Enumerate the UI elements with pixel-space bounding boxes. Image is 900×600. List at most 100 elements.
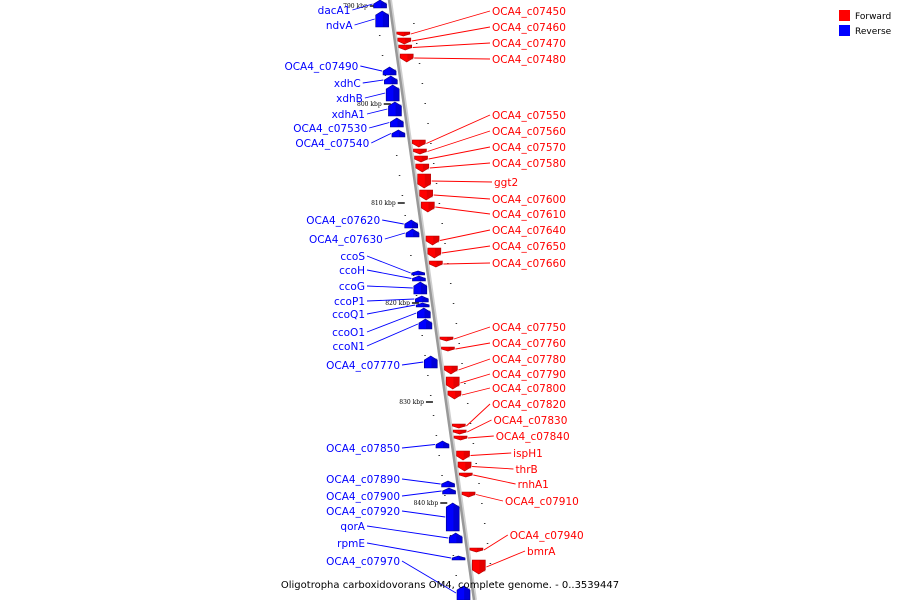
gene-arrow[interactable] <box>425 235 440 246</box>
gene-arrow[interactable] <box>397 37 412 45</box>
gene-arrow[interactable] <box>413 148 427 155</box>
gene-arrow[interactable] <box>452 429 467 435</box>
gene-label[interactable]: ccoQ1 <box>332 309 365 321</box>
gene-label[interactable]: qorA <box>340 521 365 533</box>
gene-arrow[interactable] <box>398 44 413 51</box>
gene-label[interactable]: xdhA1 <box>332 109 365 121</box>
gene-arrow[interactable] <box>442 487 456 495</box>
gene-label[interactable]: OCA4_c07820 <box>492 399 566 411</box>
gene-label[interactable]: OCA4_c07790 <box>492 369 566 381</box>
gene-label[interactable]: OCA4_c07630 <box>309 234 383 246</box>
gene-arrow[interactable] <box>411 270 425 276</box>
gene-label[interactable]: OCA4_c07890 <box>326 474 400 486</box>
gene-label[interactable]: OCA4_c07830 <box>494 415 568 427</box>
gene-arrow[interactable] <box>373 0 387 9</box>
gene-arrow[interactable] <box>388 101 402 117</box>
gene-arrow[interactable] <box>439 336 454 342</box>
gene-label[interactable]: xdhC <box>334 78 361 90</box>
gene-arrow[interactable] <box>404 219 419 229</box>
gene-label[interactable]: OCA4_c07540 <box>295 138 369 150</box>
gene-label[interactable]: OCA4_c07800 <box>492 383 566 395</box>
gene-arrow[interactable] <box>412 139 426 148</box>
gene-arrow[interactable] <box>415 295 429 303</box>
gene-label[interactable]: ispH1 <box>513 448 543 460</box>
gene-arrow[interactable] <box>447 390 462 400</box>
gene-label[interactable]: OCA4_c07900 <box>326 491 400 503</box>
gene-arrow[interactable] <box>448 532 463 544</box>
gene-arrow[interactable] <box>456 585 471 600</box>
gene-arrow[interactable] <box>429 260 443 268</box>
gene-label[interactable]: OCA4_c07750 <box>492 322 566 334</box>
gene-label[interactable]: ccoP1 <box>334 296 365 308</box>
gene-label[interactable]: OCA4_c07660 <box>492 258 566 270</box>
gene-arrow[interactable] <box>458 472 473 478</box>
gene-label[interactable]: OCA4_c07580 <box>492 158 566 170</box>
gene-arrow[interactable] <box>435 440 450 449</box>
gene-arrow[interactable] <box>419 189 433 201</box>
gene-arrow[interactable] <box>382 66 397 76</box>
gene-label[interactable]: OCA4_c07460 <box>492 22 566 34</box>
gene-arrow[interactable] <box>452 423 466 429</box>
gene-arrow[interactable] <box>444 365 458 375</box>
gene-label[interactable]: OCA4_c07940 <box>510 530 584 542</box>
gene-label[interactable]: OCA4_c07780 <box>492 354 566 366</box>
gene-label[interactable]: OCA4_c07850 <box>326 443 400 455</box>
gene-arrow[interactable] <box>418 318 433 330</box>
gene-label[interactable]: OCA4_c07760 <box>492 338 566 350</box>
gene-arrow[interactable] <box>457 461 472 472</box>
gene-arrow[interactable] <box>417 307 431 319</box>
gene-arrow[interactable] <box>384 75 398 85</box>
gene-label[interactable]: OCA4_c07600 <box>492 194 566 206</box>
gene-label[interactable]: OCA4_c07530 <box>293 123 367 135</box>
gene-arrow[interactable] <box>391 129 406 138</box>
gene-arrow[interactable] <box>399 53 414 63</box>
gene-arrow[interactable] <box>412 275 426 282</box>
gene-label[interactable]: OCA4_c07840 <box>496 431 570 443</box>
gene-label[interactable]: OCA4_c07650 <box>492 241 566 253</box>
gene-arrow[interactable] <box>445 376 460 390</box>
gene-arrow[interactable] <box>469 547 484 553</box>
gene-label[interactable]: ndvA <box>326 20 354 32</box>
gene-arrow[interactable] <box>423 355 438 369</box>
gene-label[interactable]: OCA4_c07610 <box>492 209 566 221</box>
gene-label[interactable]: OCA4_c07910 <box>505 496 579 508</box>
gene-label[interactable]: OCA4_c07620 <box>306 215 380 227</box>
gene-arrow[interactable] <box>472 559 486 575</box>
gene-arrow[interactable] <box>451 555 466 561</box>
gene-arrow[interactable] <box>441 480 455 488</box>
gene-label[interactable]: ccoG <box>339 281 365 293</box>
gene-arrow[interactable] <box>417 173 431 189</box>
gene-label[interactable]: ccoO1 <box>332 327 365 339</box>
gene-arrow[interactable] <box>441 346 455 352</box>
gene-label[interactable]: OCA4_c07490 <box>284 61 358 73</box>
gene-label[interactable]: OCA4_c07970 <box>326 556 400 568</box>
gene-arrow[interactable] <box>427 247 442 259</box>
gene-arrow[interactable] <box>390 117 404 128</box>
gene-label[interactable]: ccoH <box>339 265 365 277</box>
gene-arrow[interactable] <box>415 302 430 308</box>
gene-arrow[interactable] <box>415 163 430 173</box>
gene-label[interactable]: thrB <box>515 464 537 476</box>
gene-arrow[interactable] <box>413 281 428 295</box>
gene-label[interactable]: OCA4_c07920 <box>326 506 400 518</box>
gene-arrow[interactable] <box>453 435 468 441</box>
gene-arrow[interactable] <box>375 10 389 28</box>
gene-label[interactable]: rnhA1 <box>518 479 549 491</box>
gene-label[interactable]: OCA4_c07770 <box>326 360 400 372</box>
gene-label[interactable]: OCA4_c07480 <box>492 54 566 66</box>
gene-label[interactable]: dacA1 <box>318 5 351 17</box>
gene-arrow[interactable] <box>445 502 460 532</box>
gene-label[interactable]: xdhB <box>336 93 363 105</box>
gene-label[interactable]: OCA4_c07560 <box>492 126 566 138</box>
gene-arrow[interactable] <box>396 31 411 37</box>
gene-label[interactable]: OCA4_c07570 <box>492 142 566 154</box>
gene-arrow[interactable] <box>405 228 420 238</box>
gene-label[interactable]: ccoN1 <box>332 341 365 353</box>
gene-label[interactable]: OCA4_c07450 <box>492 6 566 18</box>
gene-arrow[interactable] <box>414 155 428 163</box>
gene-label[interactable]: bmrA <box>527 546 556 558</box>
gene-arrow[interactable] <box>385 84 400 102</box>
gene-label[interactable]: rpmE <box>337 538 365 550</box>
gene-label[interactable]: OCA4_c07470 <box>492 38 566 50</box>
gene-label[interactable]: OCA4_c07550 <box>492 110 566 122</box>
